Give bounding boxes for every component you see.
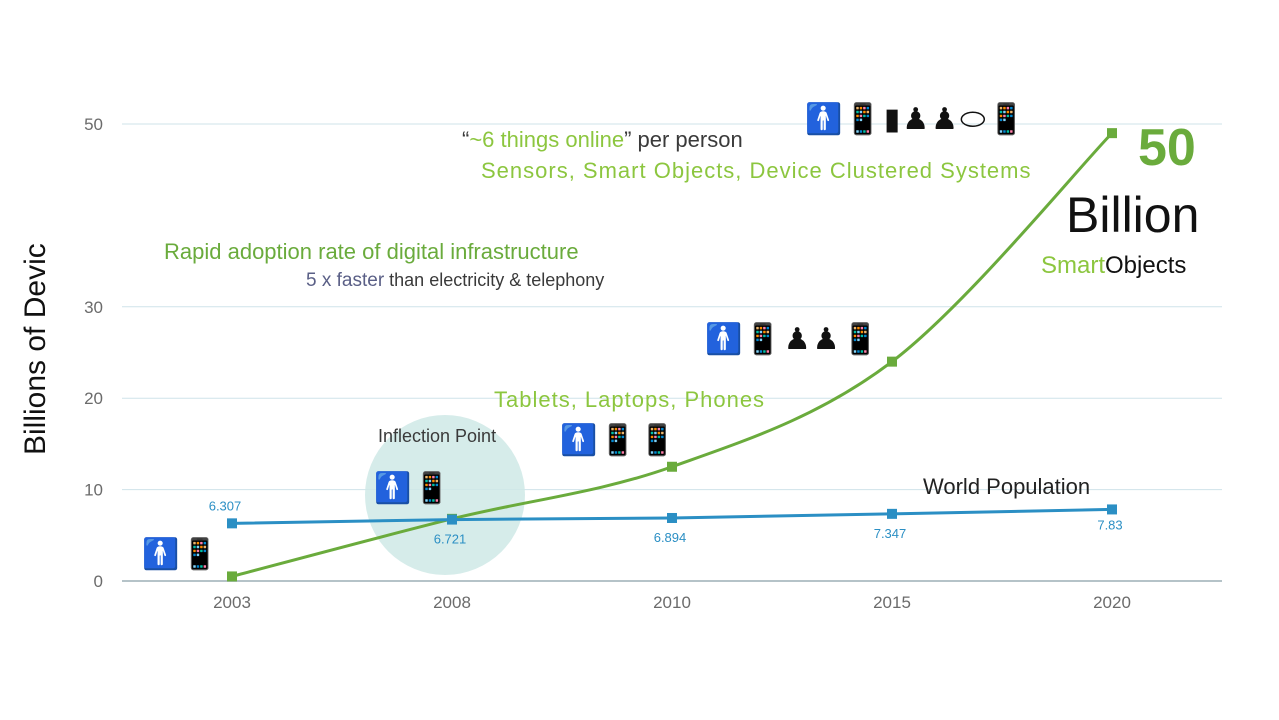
population-point-2008 (447, 514, 457, 525)
rapid-adoption-text: Rapid adoption rate of digital infrastru… (164, 239, 579, 264)
tablets-text: Tablets, Laptops, Phones (494, 387, 766, 412)
population-label-2010: 6.894 (654, 530, 687, 545)
icons-2010: 🚹📱📱 (560, 424, 679, 457)
x-tick-2008: 2008 (433, 593, 471, 612)
things-online-highlight: ~6 things online (469, 127, 625, 152)
population-label-2008: 6.721 (434, 532, 467, 547)
things-online-text: “~6 things online” per person (462, 127, 743, 152)
y-tick-10: 10 (84, 481, 103, 500)
per-person-text: per person (637, 127, 743, 152)
devices-series-line (231, 132, 1114, 578)
grid-lines (122, 123, 1222, 582)
icons-2008: 🚹📱 (374, 472, 453, 505)
icons-2003: 🚹📱 (142, 538, 221, 571)
devices-point-2010 (667, 461, 677, 472)
big-number-50: 50 (1138, 119, 1196, 177)
x-tick-2003: 2003 (213, 593, 251, 612)
population-point-2010 (667, 512, 677, 523)
faster-text: 5 x faster than electricity & telephony (306, 270, 605, 291)
devices-point-2020 (1107, 128, 1117, 139)
population-label-2015: 7.347 (874, 526, 907, 541)
inflection-circle (365, 415, 525, 575)
population-label-2003: 6.307 (209, 498, 242, 513)
x-tick-2010: 2010 (653, 593, 691, 612)
y-tick-20: 20 (84, 389, 103, 408)
billion-text: Billion (1066, 187, 1200, 243)
devices-point-2015 (887, 356, 897, 367)
tick-labels: 0 10 20 30 50 2003 2008 2010 2015 2020 (84, 115, 1131, 612)
y-axis-label: Billions of Devic (19, 243, 52, 455)
devices-point-2003 (227, 571, 237, 582)
series-lines: 6.307 6.721 6.894 7.347 7.83 (209, 128, 1123, 582)
x-tick-2020: 2020 (1093, 593, 1131, 612)
icons-2015: 🚹📱♟♟📱 (705, 323, 881, 356)
population-label-2020: 7.83 (1097, 517, 1122, 532)
y-tick-50: 50 (84, 115, 103, 134)
world-population-label: World Population (923, 474, 1091, 499)
population-point-2003 (227, 518, 237, 529)
y-tick-30: 30 (84, 298, 103, 317)
smart-objects-text: SmartObjects (1041, 252, 1187, 279)
population-point-2020 (1107, 504, 1117, 515)
sensors-text: Sensors, Smart Objects, Device Clustered… (481, 158, 1032, 183)
y-tick-0: 0 (94, 572, 103, 591)
icons-2020: 🚹📱▮♟♟⬭📱 (805, 103, 1027, 136)
x-tick-2015: 2015 (873, 593, 911, 612)
population-point-2015 (887, 508, 897, 519)
inflection-point-text: Inflection Point (378, 426, 497, 446)
